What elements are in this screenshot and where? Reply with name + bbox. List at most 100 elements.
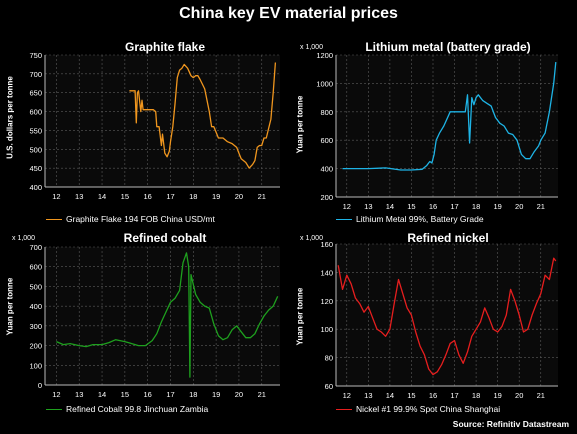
legend: Nickel #1 99.9% Spot China Shanghai [336,404,500,414]
y-tick-label: 450 [29,164,42,173]
x-tick-label: 19 [493,202,501,211]
chart-lithium-metal: Lithium metal (battery grade) x 1,000 Yu… [288,0,577,224]
legend-label: Nickel #1 99.9% Spot China Shanghai [356,404,501,414]
legend: Lithium Metal 99%, Battery Grade [336,214,484,224]
x-tick-label: 18 [472,391,480,400]
y-tick-label: 200 [320,193,333,202]
x-tick-label: 18 [472,202,480,211]
x-tick-label: 15 [407,202,415,211]
x-tick-label: 19 [493,391,501,400]
x-tick-label: 21 [537,391,545,400]
legend-label: Graphite Flake 194 FOB China USD/mt [66,214,215,224]
x-tick-label: 12 [343,202,351,211]
y-tick-label: 750 [29,51,42,60]
chart-title: Lithium metal (battery grade) [365,40,531,54]
y-tick-label: 600 [320,136,333,145]
legend: Graphite Flake 194 FOB China USD/mt [46,214,215,224]
y-tick-label: 300 [29,322,42,331]
x-tick-label: 18 [189,390,197,399]
y-tick-label: 600 [29,108,42,117]
y-tick-label: 650 [29,89,42,98]
x-tick-label: 16 [143,390,151,399]
chart-graphite-flake: Graphite flake U.S. dollars per tonne 40… [0,0,288,224]
x-tick-label: 21 [537,202,545,211]
x-tick-label: 16 [429,202,437,211]
legend: Refined Cobalt 99.8 Jinchuan Zambia [46,404,208,414]
x-tick-label: 17 [450,202,458,211]
legend-swatch [336,409,352,411]
legend-swatch [46,219,62,221]
x-tick-label: 15 [407,391,415,400]
x-tick-label: 13 [364,202,372,211]
y-tick-label: 100 [29,361,42,370]
chart-title: Refined cobalt [123,231,207,245]
page-title: China key EV material prices [179,5,398,22]
y-tick-label: 0 [38,381,42,390]
unit-note: x 1,000 [300,235,323,242]
y-tick-label: 700 [29,70,42,79]
y-tick-label: 160 [320,240,333,249]
legend-swatch [46,409,62,411]
unit-note: x 1,000 [300,44,323,51]
x-tick-label: 15 [121,390,129,399]
plot-area: 0 100 200 300 400 500 600 700 12 13 14 15 16 17 18 19 20… [29,243,280,399]
legend-label: Refined Cobalt 99.8 Jinchuan Zambia [66,404,209,414]
plot-background [336,244,558,386]
plot-area: 400 450 500 550 600 650 700 750 12 13 14 15 16 17 18 19… [29,51,280,201]
plot-background [336,55,558,197]
plot-background [45,247,280,385]
x-tick-label: 20 [515,391,523,400]
series-line [129,62,277,169]
x-tick-label: 16 [143,192,151,201]
y-tick-label: 200 [29,342,42,351]
x-tick-label: 12 [343,391,351,400]
y-tick-label: 500 [29,145,42,154]
x-tick-label: 14 [98,390,106,399]
y-tick-label: 550 [29,126,42,135]
chart-title: Graphite flake [124,40,206,54]
x-tick-label: 20 [235,390,243,399]
chart-title: Refined nickel [407,231,489,245]
unit-note: x 1,000 [12,235,35,242]
y-tick-label: 120 [320,297,333,306]
x-tick-label: 15 [121,192,129,201]
chart-refined-nickel: Refined nickel x 1,000 Yuan per tonne 60… [288,217,577,434]
y-tick-label: 140 [320,268,333,277]
series-line [56,252,279,378]
x-tick-label: 17 [166,390,174,399]
x-tick-label: 19 [212,390,220,399]
x-tick-label: 16 [429,391,437,400]
x-tick-label: 20 [235,192,243,201]
x-tick-label: 14 [98,192,106,201]
x-tick-label: 13 [75,390,83,399]
y-tick-label: 80 [325,354,333,363]
series-line [342,62,557,171]
x-tick-label: 21 [258,390,266,399]
y-tick-label: 800 [320,108,333,117]
x-tick-label: 17 [450,391,458,400]
y-tick-label: 700 [29,243,42,252]
x-tick-label: 20 [515,202,523,211]
y-tick-label: 1200 [316,51,333,60]
y-tick-label: 60 [325,382,333,391]
plot-background [45,55,280,187]
x-tick-label: 19 [212,192,220,201]
x-tick-label: 21 [258,192,266,201]
series-line [337,257,557,376]
y-tick-label: 400 [29,183,42,192]
y-tick-label: 100 [320,325,333,334]
y-tick-label: 400 [320,165,333,174]
plot-area: 60 80 100 120 140 160 12 13 14 15 16 17 18 19 20 21 [320,240,558,400]
source-note: Source: Refinitiv Datastream [452,419,569,429]
y-tick-label: 600 [29,263,42,272]
y-tick-label: 400 [29,302,42,311]
x-tick-label: 17 [166,192,174,201]
legend-label: Lithium Metal 99%, Battery Grade [356,214,484,224]
x-tick-label: 13 [364,391,372,400]
x-tick-label: 14 [386,391,394,400]
y-tick-label: 500 [29,282,42,291]
legend-swatch [336,219,352,221]
x-tick-label: 13 [75,192,83,201]
y-tick-label: 1000 [316,79,333,88]
